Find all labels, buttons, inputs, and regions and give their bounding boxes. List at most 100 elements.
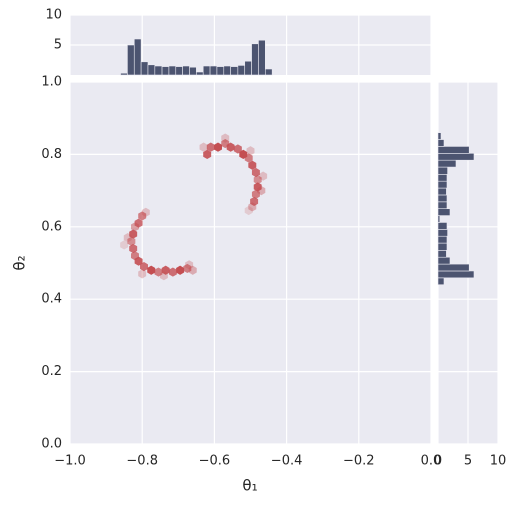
histogram-bar (147, 64, 156, 76)
histogram-bar (168, 65, 177, 76)
histogram-bar (437, 263, 470, 272)
histogram-bar (437, 139, 445, 147)
histogram-bar (237, 65, 246, 76)
x-axis-label: θ₁ (242, 477, 257, 495)
hexbin-cell (183, 263, 192, 274)
hexbin-cell (159, 271, 168, 281)
histogram-bar (127, 44, 135, 76)
hexbin-cell (251, 167, 260, 178)
histogram-bar (437, 159, 457, 168)
hexbin-cell (120, 240, 129, 250)
y-tick-label: 0.2 (41, 364, 62, 379)
hexbin-cell (131, 222, 139, 232)
x-tick-label: −0.2 (343, 454, 375, 469)
histogram-bar (258, 39, 266, 76)
y-tick-label: 0.4 (41, 292, 62, 307)
histogram-bar (437, 166, 448, 175)
histogram-bar (209, 65, 218, 76)
histogram-bar (230, 66, 239, 76)
histogram-bar (133, 38, 142, 76)
hexbin-cell (138, 269, 147, 279)
hexbin-cell (248, 202, 257, 212)
x-tick-label: −0.8 (126, 454, 158, 469)
y-axis-label: θ₂ (11, 255, 29, 270)
histogram-bar (437, 222, 448, 230)
histogram-bar (154, 65, 163, 76)
histogram-bar (437, 256, 451, 265)
histogram-bar (161, 66, 170, 76)
hexbin-cell (203, 149, 212, 159)
x-tick-label: −1.0 (54, 454, 86, 469)
histogram-bar (437, 194, 448, 203)
y-tick-label: 0.8 (41, 147, 62, 162)
histogram-bar (437, 235, 448, 244)
histogram-bar (437, 146, 470, 154)
histogram-bar (223, 65, 231, 76)
histogram-bar (437, 242, 448, 251)
x-tick-label: −0.6 (199, 454, 231, 469)
hexbin-cell (123, 233, 132, 243)
hexbin-cell (257, 186, 266, 196)
hexbin-cell (253, 182, 262, 192)
y-tick-label: 0.6 (41, 219, 62, 234)
hexbin-cell (250, 196, 259, 207)
x-tick-label: 0.0 (421, 454, 442, 469)
histogram-bar (216, 66, 225, 76)
hexbin-cell (154, 267, 163, 277)
histogram-bar (120, 72, 128, 76)
hexbin-cell (161, 265, 170, 275)
main-axes (70, 82, 431, 444)
histogram-bar (244, 60, 252, 76)
hexbin-cell (176, 265, 185, 275)
hexbin-cell (253, 175, 262, 185)
histogram-bar (437, 250, 447, 258)
x-tick-label: −0.4 (271, 454, 303, 469)
hexbin-cell (244, 205, 253, 216)
y-tick-label: 5 (54, 38, 62, 53)
histogram-bar (437, 229, 448, 237)
hexbin-cell (199, 142, 208, 152)
hexbin-cell (134, 256, 143, 266)
hexbin-cell (185, 260, 194, 270)
hexbin-cell (141, 207, 150, 217)
histogram-bar (140, 61, 149, 76)
histogram-bar (175, 66, 183, 76)
hexbin-cell (221, 133, 230, 143)
histogram-bar (189, 66, 197, 76)
histogram-bar (265, 68, 273, 76)
histogram-bar (437, 187, 447, 196)
histogram-bar (437, 215, 441, 223)
hexbin-cell (226, 142, 235, 152)
hexbin-cell (168, 267, 177, 277)
x-tick-label: 5 (464, 454, 472, 469)
histogram-bar (437, 153, 475, 161)
hexbin-cell (129, 243, 138, 254)
hexbin-cell (246, 146, 255, 156)
hexbin-cell (206, 142, 215, 152)
hexbin-cell (188, 265, 197, 275)
y-tick-label: 10 (45, 8, 62, 23)
histogram-bar (202, 65, 211, 76)
y-tick-label: 1.0 (41, 75, 62, 90)
histogram-bar (251, 43, 259, 76)
hexbin-cell (248, 160, 257, 170)
histogram-bar (182, 65, 190, 76)
histogram-bar (437, 132, 442, 140)
hexbin-cell (129, 229, 138, 239)
hexbin-cell (147, 265, 156, 275)
histogram-bar (437, 174, 448, 182)
histogram-bar (437, 208, 451, 216)
hexbin-cell (233, 144, 242, 154)
y-tick-label: 0.0 (41, 437, 62, 452)
hexbin-cell (127, 236, 136, 246)
hexbin-cell (214, 142, 222, 152)
hexbin-cell (244, 153, 253, 163)
hexbin-cell (138, 211, 147, 221)
hexbin-cell (259, 171, 268, 181)
histogram-bar (437, 180, 448, 189)
histogram-bar (437, 277, 445, 286)
x-tick-label: 0 (434, 454, 442, 469)
hexbin-cell (140, 262, 148, 272)
histogram-bar (196, 71, 204, 76)
